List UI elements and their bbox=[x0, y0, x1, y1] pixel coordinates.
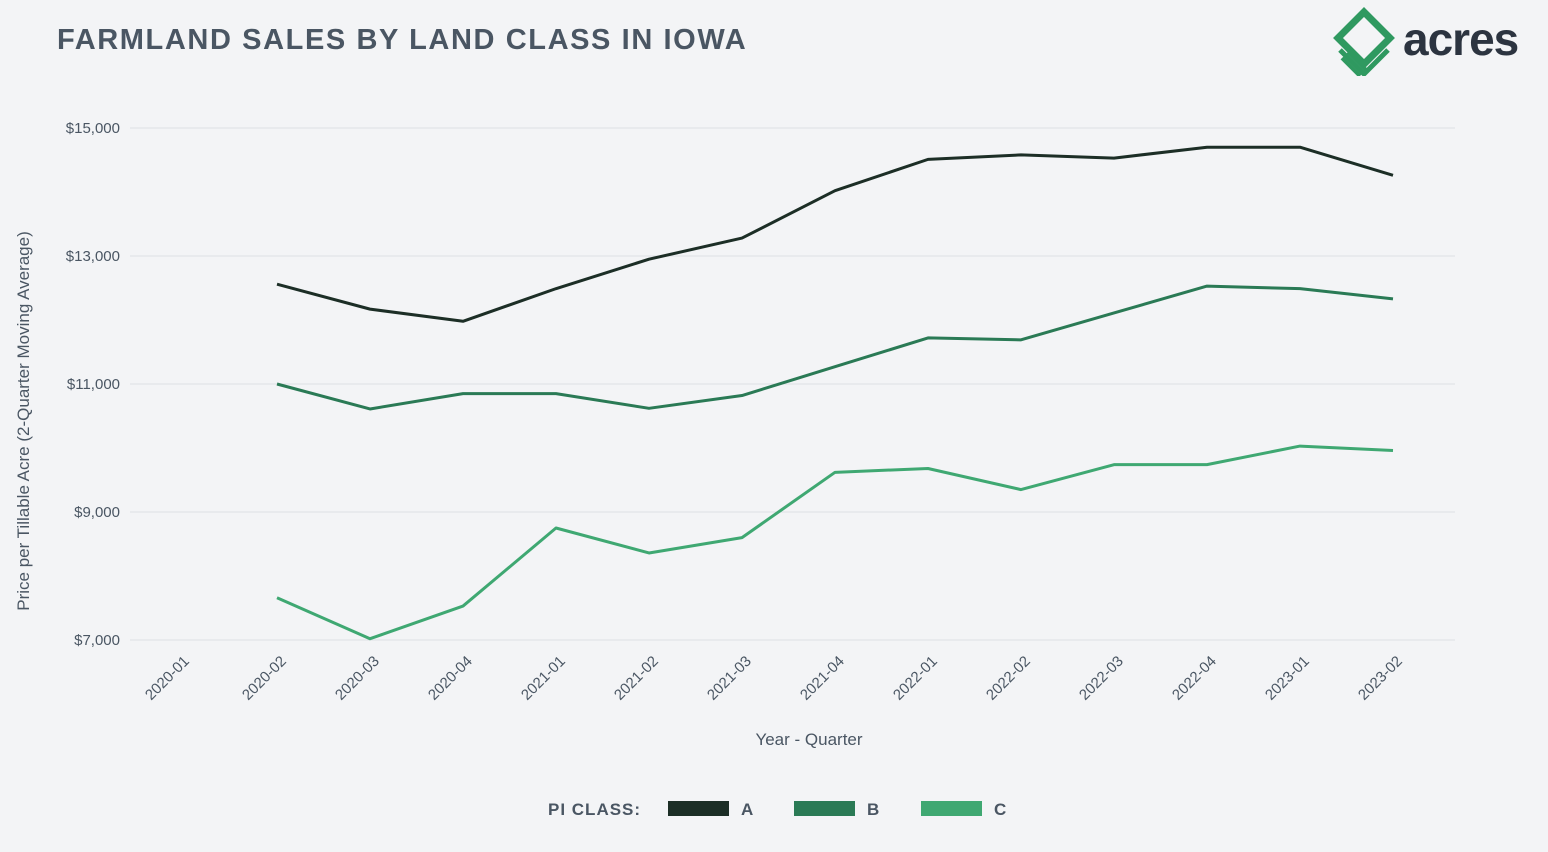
legend-label-a: A bbox=[741, 800, 754, 819]
x-tick-label: 2021-04 bbox=[797, 653, 848, 704]
x-axis-ticks: 2020-01 2020-02 2020-03 2020-04 2021-01 2021-… bbox=[142, 653, 1406, 704]
x-tick-label: 2020-04 bbox=[425, 653, 476, 704]
x-tick-label: 2022-01 bbox=[890, 653, 941, 704]
legend-label-c: C bbox=[994, 800, 1007, 819]
y-axis-ticks: $7,000 $9,000 $11,000 $13,000 $15,000 bbox=[66, 120, 120, 649]
x-tick-label: 2021-02 bbox=[611, 653, 662, 704]
legend-swatch-c bbox=[921, 801, 982, 816]
x-tick-label: 2021-01 bbox=[518, 653, 569, 704]
x-tick-label: 2023-01 bbox=[1262, 653, 1313, 704]
chart-title: FARMLAND SALES BY LAND CLASS IN IOWA bbox=[57, 24, 748, 56]
y-tick-label: $7,000 bbox=[74, 632, 120, 649]
series-line-a bbox=[276, 145, 1394, 323]
logo-diamond-icon bbox=[1333, 7, 1395, 76]
y-tick-label: $11,000 bbox=[67, 376, 120, 393]
grid-lines bbox=[130, 127, 1455, 641]
x-tick-label: 2020-01 bbox=[142, 653, 193, 704]
legend-title: PI CLASS: bbox=[548, 800, 641, 819]
x-tick-label: 2020-03 bbox=[332, 653, 383, 704]
acres-logo-icon bbox=[1333, 7, 1395, 76]
y-tick-label: $13,000 bbox=[66, 248, 120, 265]
series-lines bbox=[276, 145, 1394, 641]
legend-swatch-a bbox=[668, 801, 729, 816]
y-axis-label: Price per Tillable Acre (2-Quarter Movin… bbox=[14, 231, 33, 611]
x-tick-label: 2022-04 bbox=[1169, 653, 1220, 704]
x-tick-label: 2021-03 bbox=[704, 653, 755, 704]
series-line-c bbox=[276, 444, 1394, 641]
legend-label-b: B bbox=[867, 800, 880, 819]
legend: PI CLASS: A B C bbox=[548, 800, 1007, 819]
x-axis-label: Year - Quarter bbox=[755, 730, 862, 749]
x-tick-label: 2020-02 bbox=[239, 653, 290, 704]
x-tick-label: 2022-03 bbox=[1076, 653, 1127, 704]
y-tick-label: $15,000 bbox=[66, 120, 120, 137]
x-tick-label: 2022-02 bbox=[983, 653, 1034, 704]
x-tick-label: 2023-02 bbox=[1355, 653, 1406, 704]
legend-swatch-b bbox=[794, 801, 855, 816]
y-tick-label: $9,000 bbox=[74, 504, 120, 521]
series-line-b bbox=[276, 284, 1394, 411]
logo-text: acres bbox=[1403, 13, 1519, 65]
